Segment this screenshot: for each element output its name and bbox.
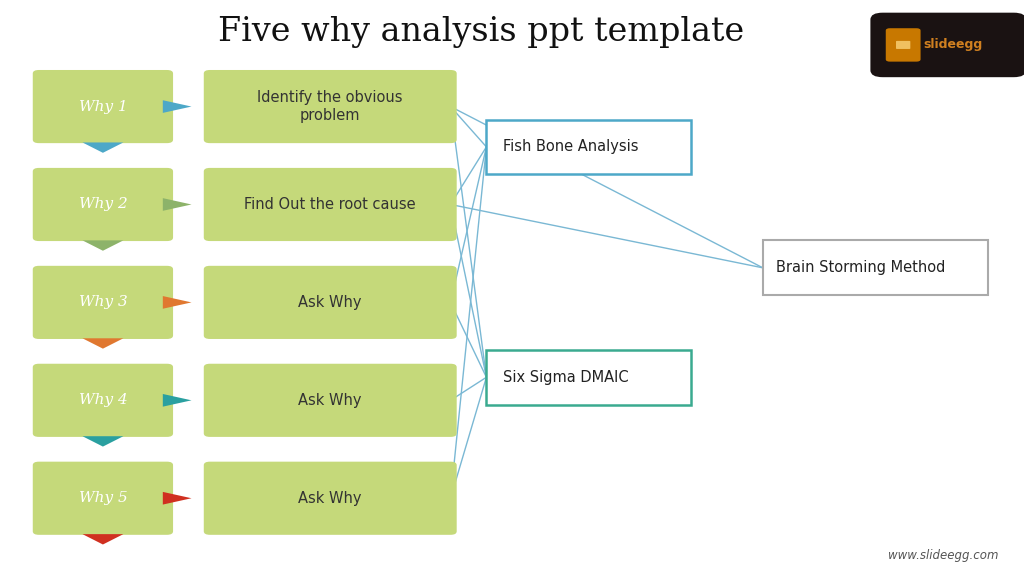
FancyBboxPatch shape (33, 168, 173, 241)
FancyBboxPatch shape (204, 70, 457, 143)
Text: Why 5: Why 5 (79, 491, 127, 505)
FancyBboxPatch shape (486, 350, 691, 405)
Text: Six Sigma DMAIC: Six Sigma DMAIC (503, 370, 629, 385)
Text: Ask Why: Ask Why (298, 491, 362, 506)
Text: Why 4: Why 4 (79, 393, 127, 407)
FancyBboxPatch shape (896, 41, 910, 49)
Text: Ask Why: Ask Why (298, 393, 362, 408)
Polygon shape (163, 296, 191, 309)
Polygon shape (163, 198, 191, 211)
Text: Fish Bone Analysis: Fish Bone Analysis (503, 139, 638, 154)
FancyBboxPatch shape (204, 266, 457, 339)
Text: Why 1: Why 1 (79, 100, 127, 113)
FancyBboxPatch shape (870, 13, 1024, 77)
Text: Why 2: Why 2 (79, 198, 127, 211)
Text: Ask Why: Ask Why (298, 295, 362, 310)
Polygon shape (163, 492, 191, 505)
FancyBboxPatch shape (204, 364, 457, 437)
Polygon shape (82, 240, 124, 251)
Text: Five why analysis ppt template: Five why analysis ppt template (218, 16, 744, 48)
Text: Identify the obvious
problem: Identify the obvious problem (257, 90, 403, 123)
FancyBboxPatch shape (33, 462, 173, 535)
Text: www.slideegg.com: www.slideegg.com (888, 548, 998, 562)
Polygon shape (82, 534, 124, 544)
FancyBboxPatch shape (33, 70, 173, 143)
FancyBboxPatch shape (486, 120, 691, 175)
Polygon shape (82, 142, 124, 153)
Text: Brain Storming Method: Brain Storming Method (776, 260, 946, 275)
Polygon shape (82, 436, 124, 446)
Text: Find Out the root cause: Find Out the root cause (245, 197, 416, 212)
Polygon shape (163, 100, 191, 113)
Text: Why 3: Why 3 (79, 295, 127, 309)
FancyBboxPatch shape (763, 241, 988, 295)
FancyBboxPatch shape (886, 28, 921, 62)
Polygon shape (163, 394, 191, 407)
FancyBboxPatch shape (204, 168, 457, 241)
FancyBboxPatch shape (204, 462, 457, 535)
FancyBboxPatch shape (33, 266, 173, 339)
Text: slideegg: slideegg (924, 39, 983, 51)
Polygon shape (82, 338, 124, 348)
FancyBboxPatch shape (33, 364, 173, 437)
